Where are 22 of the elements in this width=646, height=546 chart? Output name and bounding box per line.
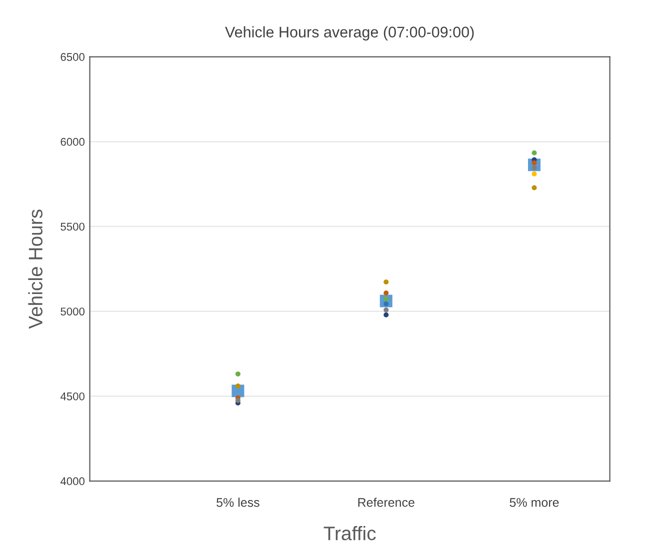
point — [384, 312, 389, 318]
x-tick-label: Reference — [358, 498, 414, 507]
chart-title: Vehicle Hours average (07:00-09:00) — [225, 26, 474, 41]
x-tick-label: 5% less — [216, 498, 260, 507]
point — [235, 398, 240, 403]
y-tick-label: 6500 — [60, 53, 84, 61]
y-axis-title: Vehicle Hours — [28, 210, 42, 329]
y-tick-label: 4500 — [60, 392, 84, 400]
x-axis-title: Traffic — [324, 526, 376, 540]
point — [532, 171, 537, 176]
point — [235, 383, 240, 388]
point — [384, 290, 389, 296]
y-tick-label: 6000 — [60, 138, 84, 146]
point — [235, 371, 240, 376]
y-tick-label: 4000 — [60, 477, 84, 486]
point — [384, 307, 389, 312]
y-tick-label: 5000 — [60, 308, 84, 316]
point — [532, 185, 537, 190]
x-tick-label: 5% more — [510, 498, 559, 507]
point — [384, 279, 389, 284]
y-tick-label: 5500 — [60, 222, 84, 231]
point — [532, 150, 537, 156]
